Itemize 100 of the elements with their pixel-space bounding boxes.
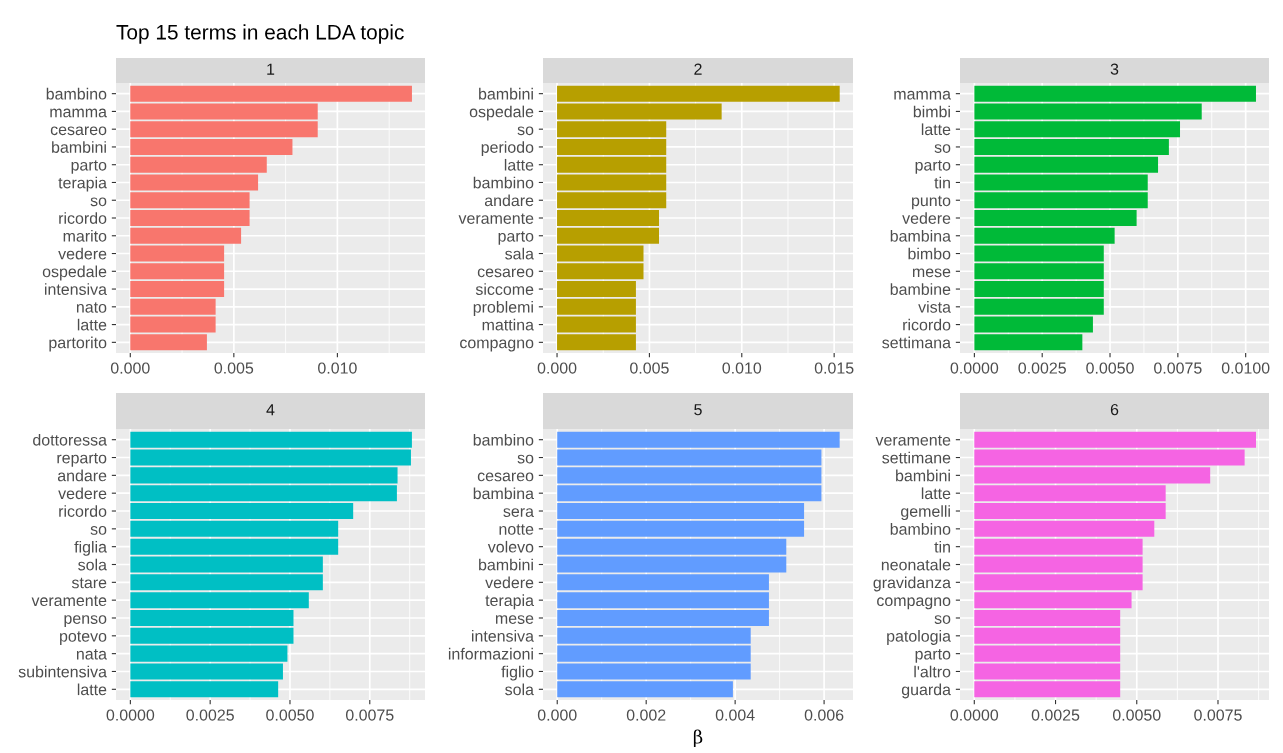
y-tick-label: marito — [63, 229, 107, 242]
bar — [974, 298, 1104, 315]
y-tick-label: mamma — [894, 90, 951, 100]
y-tick-label: reparto — [57, 452, 107, 467]
y-tick-label: l'altro — [914, 665, 951, 678]
y-tick-label: mattina — [482, 318, 534, 331]
y-tick-label: bambini — [896, 469, 950, 482]
x-tick-label: 0.0000 — [950, 709, 999, 721]
y-tick-label: nata — [76, 649, 107, 660]
bar — [130, 681, 279, 698]
bar — [974, 281, 1104, 298]
y-tick-label: latte — [77, 318, 107, 331]
y-tick-label: vedere — [902, 212, 951, 224]
x-tick-label: 0.000 — [110, 362, 150, 374]
x-tick-label: 0.0100 — [1221, 362, 1270, 374]
y-tick-label: intensiva — [45, 283, 107, 295]
bar — [974, 502, 1166, 520]
y-tick-label: ospedale — [42, 265, 107, 281]
y-tick-label: veramente — [875, 435, 951, 446]
bar — [130, 592, 309, 609]
y-tick-label: bambina — [890, 229, 951, 242]
y-tick-label: subintensiva — [18, 665, 107, 678]
y-tick-label: bambino — [473, 433, 534, 446]
y-tick-label: so — [517, 454, 534, 464]
bar — [130, 138, 293, 155]
y-tick-label: compagno — [460, 339, 534, 352]
bar — [557, 609, 769, 627]
y-tick-label: veramente — [458, 213, 534, 224]
y-tick-label: bimbo — [908, 247, 951, 260]
y-tick-label: bambine — [890, 283, 951, 295]
y-tick-label: parto — [915, 160, 951, 174]
bar — [974, 192, 1148, 209]
x-tick-label: 0.002 — [626, 709, 666, 721]
y-tick-label: so — [90, 197, 107, 207]
y-tick-label: latte — [504, 158, 534, 171]
y-tick-label: volevo — [487, 540, 534, 553]
y-tick-label: bambino — [890, 523, 951, 535]
bar — [557, 138, 667, 155]
chart-title: 3 — [1110, 63, 1119, 75]
x-tick-label: 0.0025 — [1018, 362, 1066, 374]
bar — [557, 281, 636, 298]
y-tick-label: ricordo — [903, 318, 951, 331]
bar — [130, 281, 225, 298]
x-tick-label: 0.0025 — [186, 709, 234, 721]
bar — [557, 502, 805, 520]
bar — [130, 520, 339, 537]
y-tick-label: so — [934, 615, 951, 624]
y-tick-label: ricordo — [59, 505, 107, 517]
y-tick-label: gemelli — [901, 505, 950, 521]
y-tick-label: vista — [918, 301, 951, 313]
bar — [557, 627, 751, 644]
bar — [130, 609, 294, 627]
y-tick-label: so — [934, 144, 951, 153]
x-tick-label: 0.000 — [537, 362, 577, 374]
y-tick-label: ricordo — [59, 212, 107, 224]
y-tick-label: latte — [921, 487, 951, 500]
x-tick-label: 0.0025 — [1031, 709, 1080, 721]
y-tick-label: figlia — [74, 540, 107, 556]
x-tick-label: 0.010 — [318, 362, 357, 374]
bar — [557, 227, 660, 244]
y-tick-label: parto — [498, 231, 534, 245]
bar — [130, 298, 216, 315]
bar — [974, 627, 1121, 644]
y-tick-label: siccome — [475, 283, 534, 295]
y-tick-label: latte — [921, 123, 951, 136]
y-tick-label: informazioni — [448, 647, 533, 660]
x-tick-label: 0.0075 — [1154, 362, 1202, 374]
y-tick-label: potevo — [60, 631, 107, 645]
bar — [557, 192, 667, 209]
bar — [974, 520, 1155, 537]
y-tick-label: intensiva — [472, 630, 534, 642]
y-tick-label: veramente — [31, 595, 107, 607]
bar — [130, 121, 318, 138]
bar — [557, 520, 805, 537]
x-tick-label: 0.0000 — [106, 709, 155, 721]
y-tick-label: terapia — [58, 176, 107, 192]
y-tick-label: bambino — [46, 87, 107, 100]
y-tick-label: punto — [912, 195, 951, 210]
y-tick-label: parto — [71, 160, 107, 174]
y-tick-label: bambini — [52, 141, 106, 153]
x-tick-label: 0.010 — [722, 362, 762, 374]
bar — [974, 681, 1121, 698]
y-tick-label: partorito — [49, 336, 107, 352]
bar — [557, 592, 769, 609]
bar — [557, 485, 822, 502]
bar — [130, 502, 354, 520]
y-tick-label: so — [90, 526, 107, 535]
bar — [130, 227, 242, 244]
y-tick-label: problemi — [473, 301, 533, 316]
y-tick-label: figlio — [501, 665, 534, 681]
x-tick-label: 0.006 — [804, 709, 844, 721]
x-tick-label: 0.005 — [214, 362, 254, 374]
y-tick-label: sola — [78, 558, 107, 571]
bar — [557, 681, 733, 698]
bar — [974, 138, 1169, 155]
y-tick-label: mamma — [50, 108, 107, 118]
y-tick-label: sala — [505, 247, 534, 260]
y-tick-label: settimana — [882, 336, 951, 349]
y-tick-label: ospedale — [469, 105, 534, 121]
y-tick-label: latte — [77, 683, 107, 696]
